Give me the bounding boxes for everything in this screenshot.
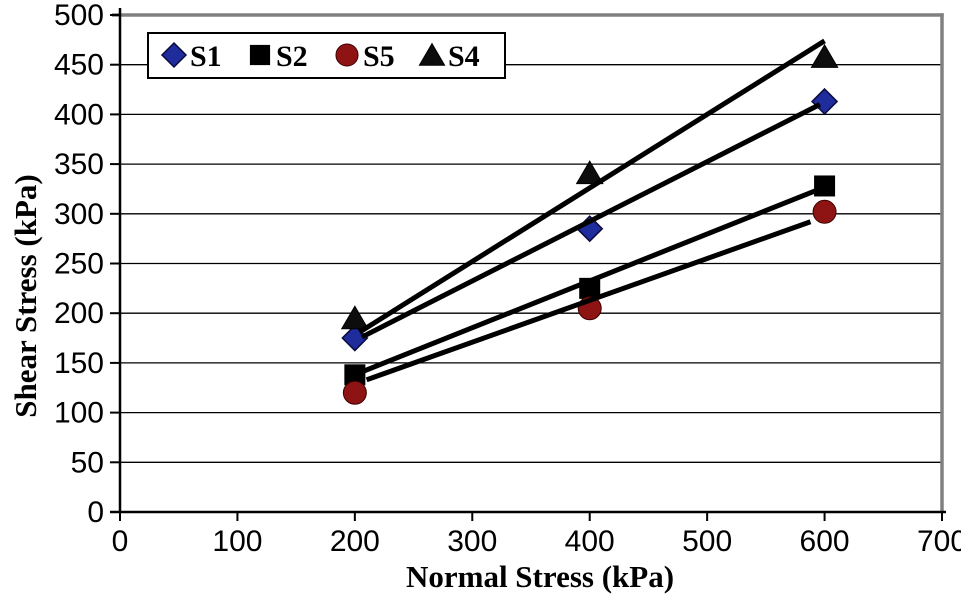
legend-label-S4: S4 [448,40,480,73]
legend-box [147,32,506,79]
legend-label-S1: S1 [190,40,222,73]
y-tick-label-400: 400 [54,98,104,131]
point-S5-x600 [812,199,837,224]
point-S2-x600 [814,175,836,197]
legend-marker-S2 [249,44,271,66]
x-axis-title: Normal Stress (kPa) [406,559,674,594]
y-tick-label-100: 100 [54,397,104,430]
x-tick-label-500: 500 [682,525,732,558]
y-tick-label-500: 500 [54,0,104,32]
point-S5-x200 [342,380,367,405]
y-tick-label-350: 350 [54,148,104,181]
x-tick-label-200: 200 [330,525,380,558]
y-tick-label-250: 250 [54,248,104,281]
y-tick-label-200: 200 [54,297,104,330]
x-tick-label-0: 0 [112,525,129,558]
y-tick-label-450: 450 [54,49,104,82]
trendline-S1 [360,102,822,340]
legend-marker-S1 [160,41,188,69]
y-tick-label-150: 150 [54,347,104,380]
x-tick-label-400: 400 [565,525,615,558]
point-S4-x600 [810,43,839,68]
legend-marker-S5 [335,43,359,67]
x-tick-label-100: 100 [212,525,262,558]
y-tick-label-300: 300 [54,198,104,231]
legend-label-S5: S5 [363,40,395,73]
point-S4-x200 [340,305,369,330]
legend-label-S2: S2 [276,40,308,73]
trendlines-layer [358,38,826,383]
y-axis-title: Shear Stress (kPa) [8,174,43,417]
data-points-layer [340,43,839,405]
legend-marker-S4 [418,42,446,66]
trendline-S5 [365,219,812,383]
x-tick-label-700: 700 [917,525,961,558]
y-tick-label-50: 50 [71,446,104,479]
x-tick-label-600: 600 [800,525,850,558]
trendline-S2 [360,187,819,375]
legend: S1 S2 S5 S4 [147,32,506,79]
y-tick-label-0: 0 [87,496,104,529]
trendline-S4 [358,38,826,335]
point-S4-x400 [575,160,604,185]
x-tick-label-300: 300 [447,525,497,558]
